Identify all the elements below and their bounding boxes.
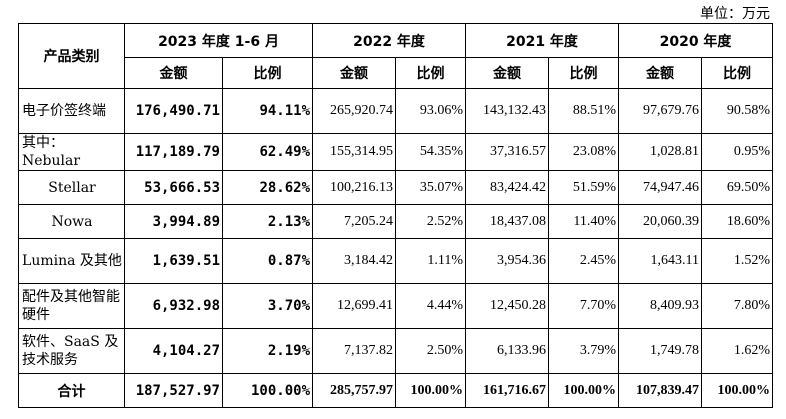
- cell: 97,679.76: [618, 88, 703, 134]
- cell: 51.59%: [548, 170, 620, 205]
- cell: 54.35%: [395, 133, 467, 171]
- cell: 94.11%: [221, 88, 314, 134]
- cell: 100.00%: [221, 373, 314, 408]
- cell: 1,028.81: [618, 133, 703, 171]
- row-label: 其中：Nebular: [18, 133, 125, 171]
- cell: 18.60%: [701, 204, 774, 239]
- period-header-2023h1: 2023 年度 1-6 月: [123, 23, 314, 58]
- cell: 83,424.42: [465, 170, 550, 205]
- cell: 117,189.79: [124, 133, 223, 171]
- amount-header: 金额: [312, 57, 397, 89]
- cell: 4.44%: [395, 283, 467, 329]
- cell: 107,839.47: [618, 373, 703, 408]
- category-header: 产品类别: [18, 23, 125, 89]
- cell: 93.06%: [395, 88, 467, 134]
- period-header-2021: 2021 年度: [465, 23, 620, 58]
- row-label: Nowa: [18, 204, 125, 239]
- cell: 3.79%: [548, 328, 620, 374]
- cell: 20,060.39: [618, 204, 703, 239]
- cell: 176,490.71: [124, 88, 223, 134]
- cell: 69.50%: [701, 170, 774, 205]
- cell: 100.00%: [701, 373, 774, 408]
- cell: 90.58%: [701, 88, 774, 134]
- table-row: Nowa 3,994.89 2.13% 7,205.24 2.52% 18,43…: [18, 204, 774, 239]
- cell: 6,133.96: [465, 328, 550, 374]
- ratio-header: 比例: [395, 57, 467, 89]
- cell: 7.70%: [548, 283, 620, 329]
- cell: 4,104.27: [124, 328, 223, 374]
- cell: 3,184.42: [312, 238, 397, 284]
- cell: 12,450.28: [465, 283, 550, 329]
- cell: 2.13%: [221, 204, 314, 239]
- cell: 35.07%: [395, 170, 467, 205]
- cell: 100.00%: [548, 373, 620, 408]
- total-row: 合计 187,527.97 100.00% 285,757.97 100.00%…: [18, 373, 774, 408]
- cell: 0.95%: [701, 133, 774, 171]
- amount-header: 金额: [465, 57, 550, 89]
- table-row: 电子价签终端 176,490.71 94.11% 265,920.74 93.0…: [18, 88, 774, 134]
- unit-label: 单位：万元: [700, 6, 770, 22]
- cell: 161,716.67: [465, 373, 550, 408]
- table-row: 配件及其他智能硬件 6,932.98 3.70% 12,699.41 4.44%…: [18, 283, 774, 329]
- table-row: Stellar 53,666.53 28.62% 100,216.13 35.0…: [18, 170, 774, 205]
- cell: 3,954.36: [465, 238, 550, 284]
- cell: 3.70%: [221, 283, 314, 329]
- cell: 53,666.53: [124, 170, 223, 205]
- cell: 62.49%: [221, 133, 314, 171]
- cell: 74,947.46: [618, 170, 703, 205]
- cell: 37,316.57: [465, 133, 550, 171]
- cell: 1,643.11: [618, 238, 703, 284]
- cell: 8,409.93: [618, 283, 703, 329]
- cell: 7.80%: [701, 283, 774, 329]
- cell: 100.00%: [395, 373, 467, 408]
- total-label: 合计: [18, 373, 125, 408]
- cell: 100,216.13: [312, 170, 397, 205]
- row-label: Lumina 及其他: [18, 238, 125, 284]
- ratio-header: 比例: [221, 57, 314, 89]
- amount-header: 金额: [124, 57, 223, 89]
- cell: 1,639.51: [124, 238, 223, 284]
- table-row: 软件、SaaS 及技术服务 4,104.27 2.19% 7,137.82 2.…: [18, 328, 774, 374]
- cell: 2.52%: [395, 204, 467, 239]
- table-row: Lumina 及其他 1,639.51 0.87% 3,184.42 1.11%…: [18, 238, 774, 284]
- cell: 2.45%: [548, 238, 620, 284]
- cell: 12,699.41: [312, 283, 397, 329]
- header-row-metrics: 金额 比例 金额 比例 金额 比例 金额 比例: [19, 57, 774, 89]
- ratio-header: 比例: [701, 57, 774, 89]
- row-label: 配件及其他智能硬件: [18, 283, 125, 329]
- product-revenue-table: 产品类别 2023 年度 1-6 月 2022 年度 2021 年度 2020 …: [18, 23, 774, 408]
- cell: 1.11%: [395, 238, 467, 284]
- cell: 2.50%: [395, 328, 467, 374]
- amount-header: 金额: [618, 57, 703, 89]
- cell: 1.62%: [701, 328, 774, 374]
- row-label: 软件、SaaS 及技术服务: [18, 328, 125, 374]
- cell: 23.08%: [548, 133, 620, 171]
- cell: 2.19%: [221, 328, 314, 374]
- row-label: Stellar: [18, 170, 125, 205]
- cell: 155,314.95: [312, 133, 397, 171]
- ratio-header: 比例: [548, 57, 620, 89]
- period-header-2022: 2022 年度: [312, 23, 467, 58]
- row-label: 电子价签终端: [18, 88, 125, 134]
- cell: 1,749.78: [618, 328, 703, 374]
- cell: 1.52%: [701, 238, 774, 284]
- cell: 11.40%: [548, 204, 620, 239]
- cell: 143,132.43: [465, 88, 550, 134]
- cell: 285,757.97: [312, 373, 397, 408]
- cell: 18,437.08: [465, 204, 550, 239]
- header-row-periods: 产品类别 2023 年度 1-6 月 2022 年度 2021 年度 2020 …: [18, 23, 774, 89]
- table-row: 其中：Nebular 117,189.79 62.49% 155,314.95 …: [18, 133, 774, 171]
- cell: 3,994.89: [124, 204, 223, 239]
- cell: 28.62%: [221, 170, 314, 205]
- cell: 187,527.97: [124, 373, 223, 408]
- cell: 7,137.82: [312, 328, 397, 374]
- period-header-2020: 2020 年度: [618, 23, 774, 58]
- cell: 7,205.24: [312, 204, 397, 239]
- cell: 6,932.98: [124, 283, 223, 329]
- cell: 265,920.74: [312, 88, 397, 134]
- cell: 0.87%: [221, 238, 314, 284]
- cell: 88.51%: [548, 88, 620, 134]
